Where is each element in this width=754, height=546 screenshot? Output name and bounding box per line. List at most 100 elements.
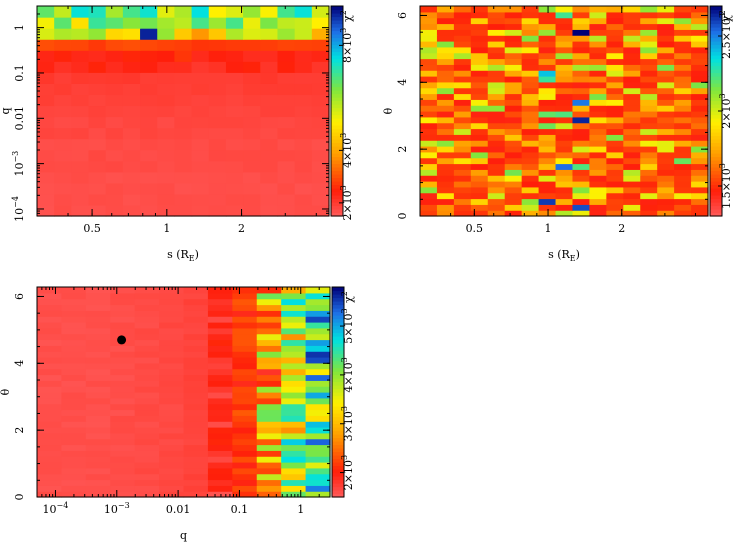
heatmap-cell xyxy=(674,6,692,13)
colorbar-segment xyxy=(332,465,344,470)
heatmap-cell xyxy=(159,450,185,457)
heatmap-cell xyxy=(640,140,658,147)
heatmap-cell xyxy=(311,83,330,96)
heatmap-cell xyxy=(572,163,591,170)
heatmap-cell xyxy=(691,35,709,42)
heatmap-cell xyxy=(504,116,523,124)
heatmap-cell xyxy=(277,61,296,73)
heatmap-cell xyxy=(110,316,136,323)
heatmap-cell xyxy=(110,403,136,411)
heatmap-cell xyxy=(555,175,574,182)
heatmap-cell xyxy=(436,157,455,165)
y-tick-label: 2 xyxy=(396,146,409,153)
heatmap-cell xyxy=(555,169,574,176)
heatmap-cell xyxy=(420,157,438,165)
heatmap-cell xyxy=(110,310,136,317)
heatmap-cell xyxy=(623,76,641,83)
heatmap-cell xyxy=(134,287,160,294)
heatmap-cell xyxy=(174,138,193,151)
heatmap-cell xyxy=(606,151,624,159)
colorbar-segment xyxy=(331,97,343,102)
heatmap-cell xyxy=(674,23,692,30)
heatmap-cell xyxy=(159,403,185,411)
heatmap-cell xyxy=(191,28,210,40)
heatmap-cell xyxy=(207,415,233,422)
heatmap-cell xyxy=(191,61,210,73)
heatmap-cell xyxy=(122,28,141,40)
heatmap-cell xyxy=(555,210,574,217)
heatmap-cell xyxy=(420,52,438,60)
heatmap-cell xyxy=(232,473,258,481)
heatmap-cell xyxy=(159,467,185,475)
heatmap-cell xyxy=(538,169,557,176)
heatmap-cell xyxy=(54,138,72,151)
heatmap-cell xyxy=(243,149,261,162)
heatmap-cell xyxy=(232,310,258,317)
heatmap-cell xyxy=(54,6,72,18)
heatmap-cell xyxy=(183,322,209,329)
heatmap-cell xyxy=(589,175,607,182)
heatmap-cell xyxy=(225,116,244,129)
heatmap-cell xyxy=(470,210,489,217)
colorbar-segment xyxy=(710,181,722,186)
heatmap-cell xyxy=(159,339,185,346)
heatmap-cell xyxy=(61,287,87,294)
colorbar-segment xyxy=(710,58,722,63)
heatmap-cell xyxy=(606,169,624,176)
heatmap-cell xyxy=(521,157,540,165)
heatmap-cell xyxy=(453,99,472,106)
heatmap-cell xyxy=(37,462,63,469)
heatmap-cell xyxy=(260,105,279,118)
heatmap-cell xyxy=(37,298,63,306)
heatmap-cell xyxy=(110,392,136,399)
heatmap-cell xyxy=(640,105,658,112)
heatmap-cell xyxy=(640,70,658,77)
heatmap-cell xyxy=(555,122,574,130)
colorbar-segment xyxy=(331,90,343,95)
heatmap-cell xyxy=(225,72,244,84)
heatmap-cell xyxy=(538,122,557,130)
colorbar-segment xyxy=(331,132,343,137)
heatmap-cell xyxy=(640,198,658,205)
heatmap-cell xyxy=(260,138,279,151)
heatmap-cell xyxy=(88,94,107,107)
heatmap-cell xyxy=(555,11,574,19)
heatmap-cell xyxy=(623,134,641,141)
heatmap-cell xyxy=(640,128,658,135)
heatmap-cell xyxy=(589,140,607,147)
colorbar-segment xyxy=(710,41,722,46)
heatmap-cell xyxy=(487,81,506,89)
heatmap-cell xyxy=(453,76,472,83)
heatmap-cell xyxy=(623,169,641,176)
heatmap-cell xyxy=(674,111,692,118)
heatmap-cell xyxy=(555,146,574,153)
heatmap-cell xyxy=(555,76,574,83)
heatmap-cell xyxy=(453,17,472,25)
heatmap-cell xyxy=(504,157,523,165)
heatmap-cell xyxy=(640,157,658,165)
heatmap-cell xyxy=(572,181,591,188)
colorbar-segment xyxy=(331,209,343,214)
heatmap-cell xyxy=(453,192,472,200)
heatmap-cell xyxy=(71,39,90,51)
heatmap-cell xyxy=(183,380,209,387)
heatmap-cell xyxy=(183,316,209,323)
colorbar-segment xyxy=(710,37,722,42)
heatmap-cell xyxy=(436,192,455,200)
heatmap-cell xyxy=(256,467,282,475)
heatmap-cell xyxy=(555,157,574,165)
colorbar-segment xyxy=(710,153,722,158)
heatmap-cell xyxy=(256,485,282,492)
heatmap-cell xyxy=(157,6,176,18)
heatmap-cell xyxy=(572,64,591,71)
heatmap-cell xyxy=(623,52,641,60)
heatmap-cell xyxy=(281,287,307,294)
heatmap-cell xyxy=(61,462,87,469)
heatmap-cell xyxy=(183,444,209,451)
heatmap-cell xyxy=(110,444,136,451)
colorbar-segment xyxy=(710,128,722,133)
heatmap-cell xyxy=(110,351,136,358)
heatmap-cell xyxy=(61,403,87,411)
heatmap-cell xyxy=(71,83,90,96)
heatmap-cell xyxy=(183,345,209,352)
